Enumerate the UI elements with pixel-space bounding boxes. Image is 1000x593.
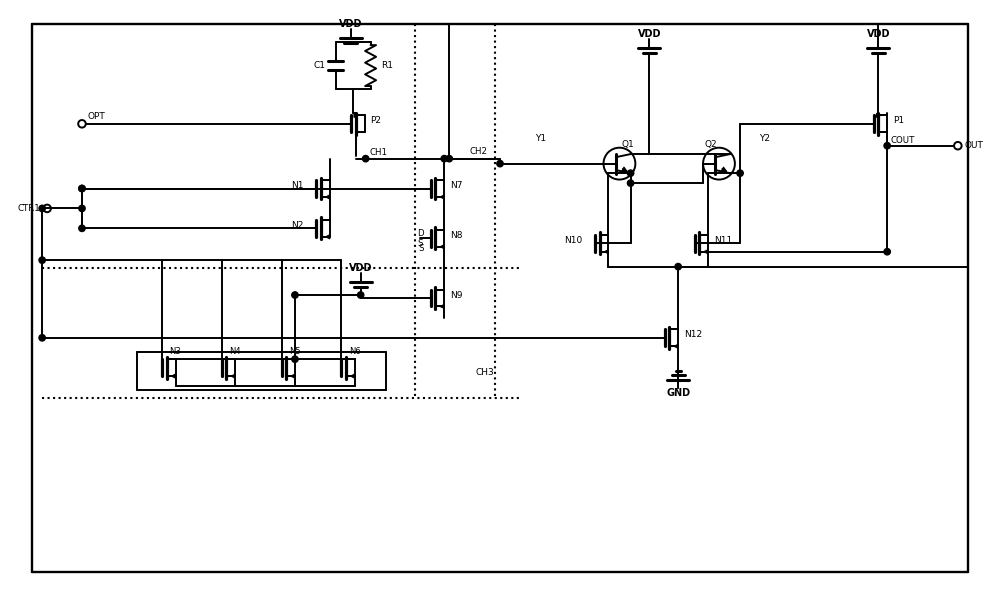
Text: Q1: Q1: [621, 140, 634, 149]
Text: S: S: [419, 244, 424, 253]
Text: N1: N1: [291, 181, 303, 190]
Text: D: D: [417, 229, 423, 238]
Text: VDD: VDD: [866, 29, 890, 39]
Circle shape: [446, 155, 452, 162]
Text: N5: N5: [289, 347, 301, 356]
Text: N11: N11: [714, 236, 732, 245]
Text: P1: P1: [893, 116, 904, 125]
Circle shape: [79, 225, 85, 231]
Text: CTR1: CTR1: [17, 204, 40, 213]
Circle shape: [737, 170, 743, 176]
Circle shape: [627, 170, 634, 176]
Circle shape: [441, 155, 447, 162]
Text: N9: N9: [450, 291, 463, 299]
Text: N6: N6: [349, 347, 360, 356]
Text: S: S: [418, 239, 423, 248]
Text: Y2: Y2: [759, 134, 770, 144]
Circle shape: [884, 248, 890, 255]
Text: CH1: CH1: [370, 148, 388, 157]
Text: GND: GND: [666, 388, 690, 398]
Circle shape: [79, 186, 85, 192]
Text: C1: C1: [314, 61, 326, 70]
Circle shape: [292, 292, 298, 298]
Text: VDD: VDD: [349, 263, 372, 273]
Text: COUT: COUT: [890, 136, 915, 145]
Circle shape: [39, 205, 45, 212]
Circle shape: [884, 142, 890, 149]
Text: OPT: OPT: [88, 112, 106, 122]
Circle shape: [675, 263, 681, 270]
Text: N12: N12: [684, 330, 702, 339]
Text: Y1: Y1: [535, 134, 546, 144]
Text: CH2: CH2: [469, 147, 487, 156]
Circle shape: [627, 180, 634, 186]
Text: N7: N7: [450, 181, 463, 190]
Circle shape: [357, 292, 364, 298]
Text: N4: N4: [229, 347, 241, 356]
Circle shape: [79, 205, 85, 212]
Text: Q2: Q2: [704, 140, 717, 149]
Text: N8: N8: [450, 231, 463, 240]
Text: N3: N3: [170, 347, 181, 356]
Text: VDD: VDD: [339, 20, 362, 29]
Text: R1: R1: [382, 61, 394, 70]
Text: VDD: VDD: [638, 29, 661, 39]
Circle shape: [39, 334, 45, 341]
Text: OUT: OUT: [965, 141, 984, 150]
Text: P2: P2: [371, 116, 382, 125]
Text: N10: N10: [564, 236, 582, 245]
Circle shape: [292, 356, 298, 362]
Circle shape: [39, 257, 45, 263]
Text: N2: N2: [291, 221, 303, 230]
Text: CH3: CH3: [475, 368, 494, 377]
Circle shape: [79, 186, 85, 192]
Circle shape: [362, 155, 369, 162]
Circle shape: [497, 161, 503, 167]
